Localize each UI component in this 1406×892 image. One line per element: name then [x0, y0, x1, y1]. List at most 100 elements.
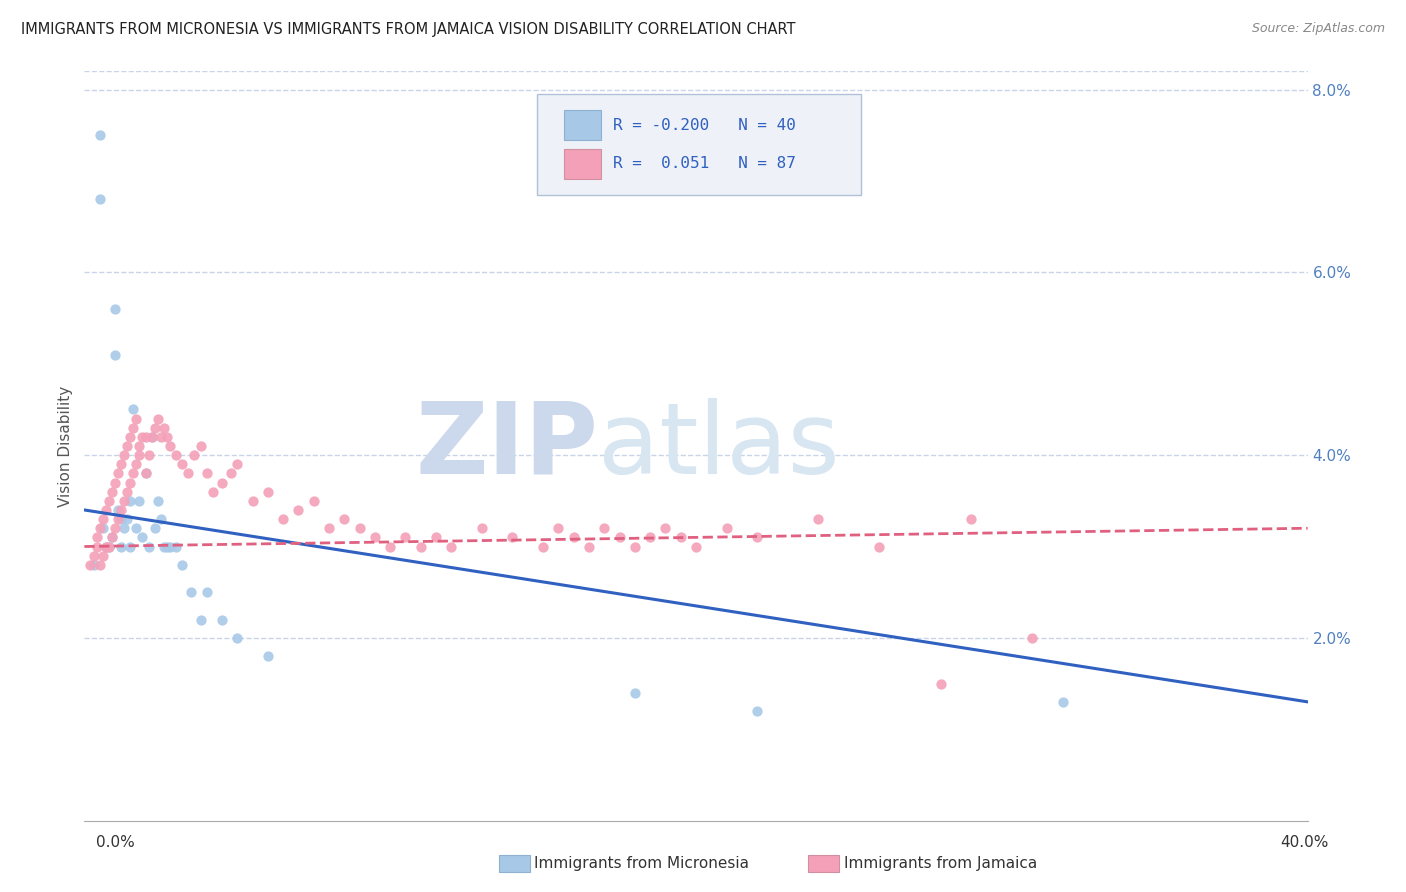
Point [471, 521, 494, 535]
Text: 40.0%: 40.0% [1281, 836, 1329, 850]
Point [929, 676, 952, 690]
Point [120, 430, 142, 444]
Point [562, 530, 585, 544]
Point [190, 613, 212, 627]
Point [159, 439, 181, 453]
Point [638, 530, 661, 544]
Point [110, 540, 132, 554]
Point [531, 540, 554, 554]
Point [83, 549, 105, 563]
Point [122, 402, 145, 417]
Point [120, 540, 142, 554]
Point [624, 686, 647, 700]
Point [97, 493, 120, 508]
Point [153, 540, 176, 554]
Point [1052, 695, 1074, 709]
Point [172, 558, 194, 572]
Point [624, 540, 647, 554]
Point [104, 475, 127, 490]
Point [115, 439, 138, 453]
Point [79, 558, 101, 572]
Text: Immigrants from Jamaica: Immigrants from Jamaica [844, 856, 1036, 871]
Point [578, 540, 600, 554]
Point [101, 530, 124, 544]
Point [180, 585, 202, 599]
Point [94, 540, 117, 554]
Point [333, 512, 356, 526]
Point [107, 512, 129, 526]
Point [165, 448, 187, 462]
Point [112, 493, 135, 508]
Point [141, 430, 163, 444]
Point [101, 530, 124, 544]
Point [89, 558, 111, 572]
Text: R = -0.200   N = 40: R = -0.200 N = 40 [613, 118, 796, 133]
Point [143, 521, 166, 535]
Point [86, 540, 108, 554]
Point [201, 484, 224, 499]
Point [146, 411, 169, 425]
Point [349, 521, 371, 535]
Point [110, 512, 132, 526]
Text: R =  0.051   N = 87: R = 0.051 N = 87 [613, 156, 796, 171]
Point [183, 448, 205, 462]
Point [747, 704, 769, 718]
Point [287, 503, 309, 517]
Point [172, 457, 194, 471]
Point [101, 484, 124, 499]
Point [153, 421, 176, 435]
Point [112, 521, 135, 535]
Point [257, 484, 280, 499]
Point [138, 448, 160, 462]
Point [107, 503, 129, 517]
Point [110, 503, 132, 517]
Text: 0.0%: 0.0% [96, 836, 135, 850]
Point [226, 631, 249, 645]
Point [156, 540, 179, 554]
Point [149, 430, 172, 444]
Point [669, 530, 692, 544]
Point [143, 421, 166, 435]
Point [91, 549, 114, 563]
Bar [564, 111, 600, 140]
Point [97, 540, 120, 554]
Point [125, 457, 148, 471]
Point [122, 467, 145, 481]
Point [593, 521, 616, 535]
Point [165, 540, 187, 554]
Point [104, 301, 127, 316]
Point [94, 540, 117, 554]
Point [97, 540, 120, 554]
Y-axis label: Vision Disability: Vision Disability [58, 385, 73, 507]
Point [609, 530, 631, 544]
Point [190, 439, 212, 453]
Point [211, 613, 233, 627]
Point [89, 128, 111, 143]
Point [122, 421, 145, 435]
Point [685, 540, 707, 554]
Point [107, 467, 129, 481]
Point [138, 540, 160, 554]
Point [131, 530, 153, 544]
Point [135, 467, 157, 481]
Point [211, 475, 233, 490]
Point [128, 439, 150, 453]
Point [120, 475, 142, 490]
Point [869, 540, 891, 554]
Point [104, 521, 127, 535]
Point [128, 448, 150, 462]
Point [380, 540, 402, 554]
Point [409, 540, 432, 554]
Bar [564, 149, 600, 178]
Point [146, 493, 169, 508]
Point [257, 649, 280, 664]
Point [1021, 631, 1043, 645]
Text: Immigrants from Micronesia: Immigrants from Micronesia [534, 856, 749, 871]
Point [156, 430, 179, 444]
Point [131, 430, 153, 444]
Point [394, 530, 416, 544]
Text: IMMIGRANTS FROM MICRONESIA VS IMMIGRANTS FROM JAMAICA VISION DISABILITY CORRELAT: IMMIGRANTS FROM MICRONESIA VS IMMIGRANTS… [21, 22, 796, 37]
Point [120, 493, 142, 508]
Point [271, 512, 294, 526]
Point [177, 467, 200, 481]
